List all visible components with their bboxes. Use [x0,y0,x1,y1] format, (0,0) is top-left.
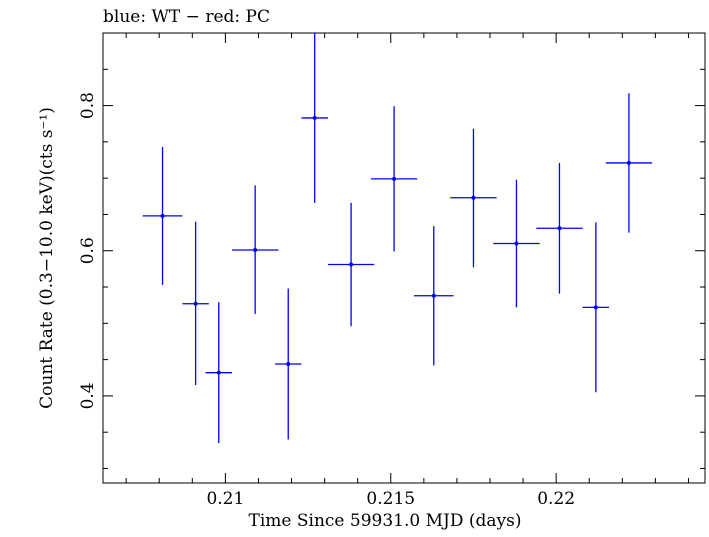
point-marker [216,370,221,375]
data-point [582,222,610,393]
point-marker [160,213,165,218]
x-tick-label: 0.21 [206,489,244,509]
y-tick-label: 0.6 [78,237,98,264]
data-point [275,288,302,440]
point-marker [253,248,258,253]
point-marker [312,115,317,120]
data-point [182,221,209,386]
point-marker [286,361,291,366]
x-tick-label: 0.22 [537,489,575,509]
data-point [232,185,279,314]
y-tick-label: 0.4 [78,382,98,409]
data-point [450,128,497,268]
data-series-wt [142,33,653,444]
y-tick-label: 0.8 [78,92,98,119]
y-axis-label: Count Rate (0.3−10.0 keV)(cts s⁻¹) [37,107,57,409]
data-point [605,93,653,233]
axis-ticks: 0.21 0.215 0.22 0.4 0.6 0.8 [78,32,705,509]
point-marker [349,262,354,267]
chart-title: blue: WT − red: PC [103,7,270,27]
point-marker [593,305,598,310]
x-axis-label: Time Since 59931.0 MJD (days) [249,511,522,531]
point-marker [626,160,631,165]
point-marker [431,293,436,298]
x-tick-label: 0.215 [366,489,415,509]
data-point [205,302,232,444]
point-marker [471,195,476,200]
plot-frame [102,32,706,484]
data-point [142,146,183,285]
data-point [536,162,583,294]
data-point [413,226,454,366]
data-point [301,33,328,203]
point-marker [557,226,562,231]
point-marker [514,241,519,246]
data-point [370,106,418,252]
data-point [327,202,375,327]
point-marker [392,176,397,181]
point-marker [193,301,198,306]
data-point [493,179,540,308]
